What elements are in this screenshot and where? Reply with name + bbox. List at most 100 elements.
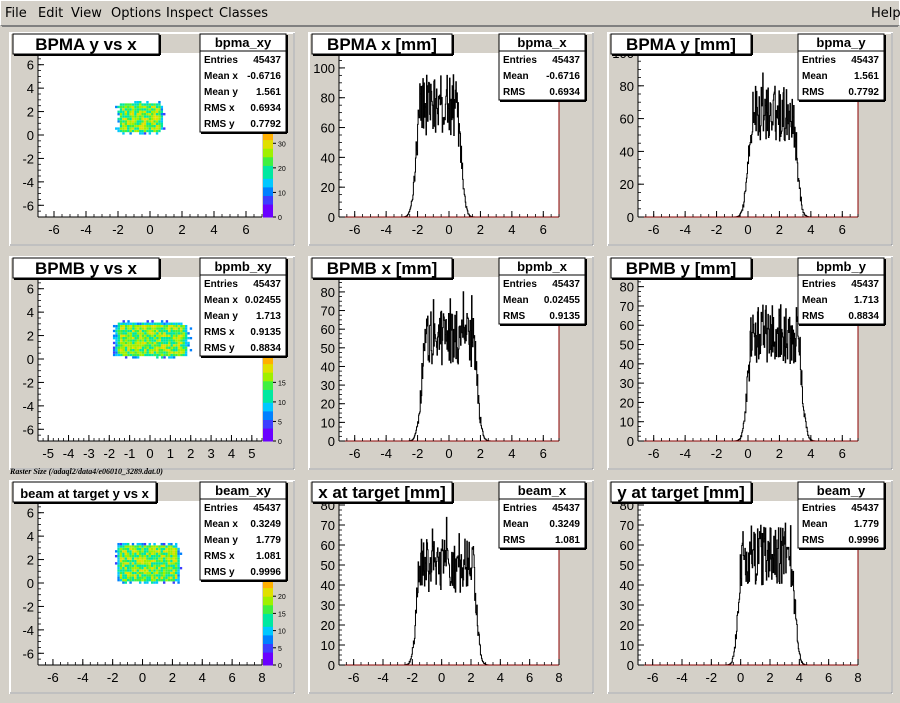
heatmap-cell: [174, 566, 178, 570]
heatmap-cell: [168, 322, 171, 325]
heatmap-cell: [158, 112, 161, 116]
heatmap-cell: [172, 322, 176, 325]
y-tick-label: -6: [22, 198, 34, 213]
menu-edit[interactable]: Edit: [38, 6, 64, 21]
heatmap-cell: [141, 124, 144, 128]
menu-classes[interactable]: Classes: [219, 6, 268, 21]
heatmap-cell: [136, 557, 139, 560]
heatmap-cell: [163, 353, 166, 357]
heatmap-cell: [180, 327, 183, 330]
stats-box: bpma_x Entries 45437 Mean -0.6716 RMS 0.6934: [498, 33, 587, 102]
menu-view[interactable]: View: [71, 6, 102, 21]
y-tick-label: 0: [27, 352, 34, 367]
heatmap-cell: [153, 324, 157, 328]
menu-help[interactable]: Help: [871, 6, 900, 21]
palette-tick-label: 5: [278, 646, 282, 653]
heatmap-cell: [139, 341, 142, 345]
heatmap-cell: [134, 356, 137, 359]
stats-name: bpmb_x: [517, 259, 568, 274]
heatmap-cell: [136, 115, 140, 118]
heatmap-cell: [167, 574, 171, 577]
heatmap-cell: [143, 550, 147, 553]
x-tick-label: 8: [555, 670, 562, 685]
heatmap-cell: [131, 562, 135, 565]
root-canvas[interactable]: 0 10 20 30 -6 -4 -2 0 2 4 6 -6 -4 -2 0 2 4 6 BPMA y vs x bp…: [2, 26, 898, 699]
palette-step: [263, 419, 273, 425]
heatmap-cell: [182, 341, 185, 345]
heatmap-cell: [122, 112, 125, 116]
heatmap-cell: [170, 554, 173, 558]
heatmap-cell: [177, 327, 181, 330]
heatmap-cell: [122, 341, 125, 345]
stats-label: RMS y: [204, 119, 235, 130]
heatmap-cell: [124, 346, 128, 349]
palette-step: [263, 630, 273, 636]
heatmap-cell: [151, 322, 154, 325]
heatmap-cell: [136, 100, 140, 104]
heatmap-cell: [141, 542, 144, 546]
heatmap-cell: [143, 557, 147, 560]
heatmap-cell: [124, 569, 127, 572]
palette-step: [263, 406, 273, 412]
heatmap-cell: [143, 124, 147, 128]
heatmap-cell: [115, 344, 118, 347]
heatmap-cell: [129, 566, 132, 570]
heatmap-cell: [134, 554, 137, 558]
heatmap-cell: [151, 120, 154, 123]
heatmap-cell: [119, 547, 123, 551]
heatmap-cell: [146, 581, 149, 584]
heatmap-cell: [136, 129, 140, 133]
menu-options[interactable]: Options: [111, 6, 162, 21]
heatmap-cell: [139, 339, 142, 342]
heatmap-cell: [122, 339, 125, 342]
heatmap-cell: [168, 339, 171, 342]
heatmap-cell: [129, 351, 133, 354]
heatmap-cell: [122, 351, 125, 354]
heatmap-cell: [182, 324, 185, 328]
heatmap-cell: [141, 569, 144, 572]
heatmap-cell: [177, 336, 181, 340]
heatmap-cell: [174, 562, 178, 565]
menu-inspect[interactable]: Inspect: [166, 6, 214, 21]
stats-label: Entries: [802, 55, 836, 66]
heatmap-cell: [129, 122, 132, 125]
heatmap-cell: [163, 339, 166, 342]
heatmap-cell: [139, 353, 142, 357]
stats-frame: [797, 257, 885, 325]
heatmap-cell: [139, 348, 142, 352]
heatmap-cell: [122, 344, 125, 347]
heatmap-cell: [155, 576, 159, 579]
heatmap-cell: [131, 578, 135, 582]
heatmap-cell: [158, 562, 161, 565]
heatmap-cell: [141, 578, 144, 582]
x-tick-label: 0: [744, 446, 751, 461]
heatmap-cell: [124, 557, 127, 560]
heatmap-cell: [180, 329, 183, 333]
heatmap-cell: [180, 332, 183, 335]
heatmap-cell: [122, 334, 125, 337]
heatmap-cell: [117, 110, 120, 113]
stats-value: 0.6934: [250, 103, 281, 114]
stats-name: bpma_x: [517, 35, 567, 50]
heatmap-cell: [136, 124, 140, 128]
heatmap-cell: [172, 571, 175, 575]
heatmap-cell: [153, 105, 156, 109]
heatmap-cell: [163, 341, 166, 345]
y-tick-label: 70: [321, 518, 335, 533]
heatmap-cell: [117, 327, 121, 330]
heatmap-cell: [122, 322, 125, 325]
heatmap-cell: [168, 324, 171, 328]
heatmap-cell: [146, 545, 149, 548]
x-tick-label: 6: [540, 446, 547, 461]
menu-file[interactable]: File: [5, 6, 27, 21]
heatmap-cell: [131, 545, 135, 548]
heatmap-cell: [146, 124, 149, 128]
heatmap-cell: [139, 100, 142, 104]
heatmap-cell: [117, 547, 120, 551]
heatmap-cell: [141, 332, 145, 335]
heatmap-cell: [127, 339, 130, 342]
heatmap-cell: [117, 334, 121, 337]
title-text: beam at target y vs x: [20, 486, 149, 501]
stats-value: 0.3249: [549, 519, 580, 530]
